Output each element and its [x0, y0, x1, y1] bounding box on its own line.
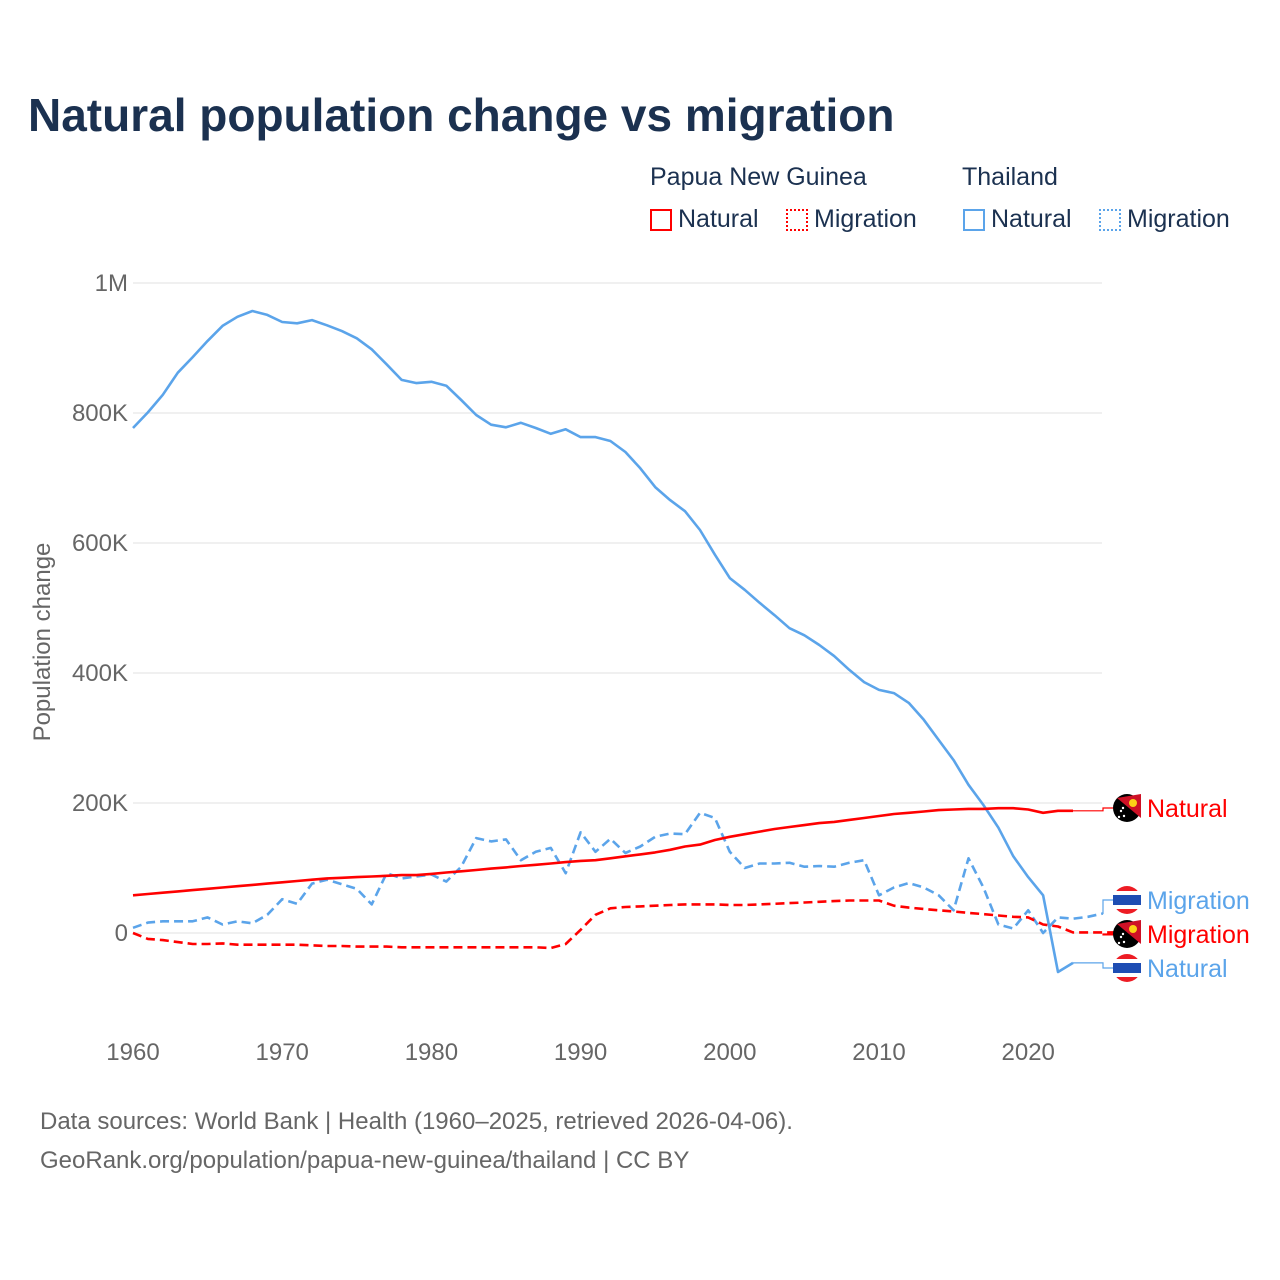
legend-label: Natural — [678, 205, 759, 233]
legend-label: Natural — [991, 205, 1072, 233]
x-tick-label: 1990 — [554, 1039, 607, 1066]
legend-label: Migration — [814, 205, 917, 233]
legend-swatch-solid — [650, 208, 672, 231]
x-tick-label: 1980 — [405, 1039, 458, 1066]
thailand-flag-icon — [1113, 886, 1141, 914]
footer-source: Data sources: World Bank | Health (1960–… — [40, 1108, 793, 1135]
png-flag-icon — [1113, 794, 1141, 822]
series-end-label: Migration — [1147, 887, 1250, 915]
y-tick-label: 1M — [95, 270, 128, 297]
x-tick-label: 2020 — [1002, 1039, 1055, 1066]
series-line-papua-new-guinea-natural[interactable] — [132, 806, 1073, 897]
label-connector — [1072, 807, 1113, 812]
thailand-flag-icon — [1113, 954, 1141, 982]
y-tick-label: 600K — [72, 530, 128, 557]
legend-png-migration[interactable]: Migration — [786, 205, 917, 234]
legend-label: Migration — [1127, 205, 1230, 233]
legend-group-png: Papua New Guinea — [650, 163, 867, 191]
series-end-label: Natural — [1147, 795, 1228, 823]
legend-thailand-migration[interactable]: Migration — [1099, 205, 1230, 234]
legend-thailand-natural[interactable]: Natural — [963, 205, 1072, 234]
footer-link[interactable]: GeoRank.org/population/papua-new-guinea/… — [40, 1147, 690, 1174]
png-flag-icon — [1113, 920, 1141, 948]
x-tick-label: 1970 — [256, 1039, 309, 1066]
series-end-label: Migration — [1147, 921, 1250, 949]
legend-swatch-dotted — [1099, 208, 1121, 231]
x-tick-label: 2000 — [703, 1039, 756, 1066]
y-tick-label: 400K — [72, 660, 128, 687]
legend-swatch-solid — [963, 208, 985, 231]
y-tick-label: 0 — [115, 920, 128, 947]
y-axis-label: Population change — [29, 543, 56, 742]
series-end-label: Natural — [1147, 955, 1228, 983]
y-tick-label: 800K — [72, 400, 128, 427]
chart-title: Natural population change vs migration — [28, 89, 895, 141]
legend-swatch-dotted — [786, 208, 808, 231]
legend-png-natural[interactable]: Natural — [650, 205, 759, 234]
series-line-thailand-migration[interactable] — [132, 811, 1104, 935]
series-line-thailand-natural[interactable] — [132, 309, 1074, 974]
x-tick-label: 2010 — [852, 1039, 905, 1066]
y-tick-label: 200K — [72, 790, 128, 817]
legend-group-thailand: Thailand — [962, 163, 1058, 191]
x-tick-label: 1960 — [106, 1039, 159, 1066]
label-connector — [1102, 899, 1113, 915]
label-connector — [1072, 962, 1113, 969]
series-line-papua-new-guinea-migration[interactable] — [132, 899, 1133, 950]
